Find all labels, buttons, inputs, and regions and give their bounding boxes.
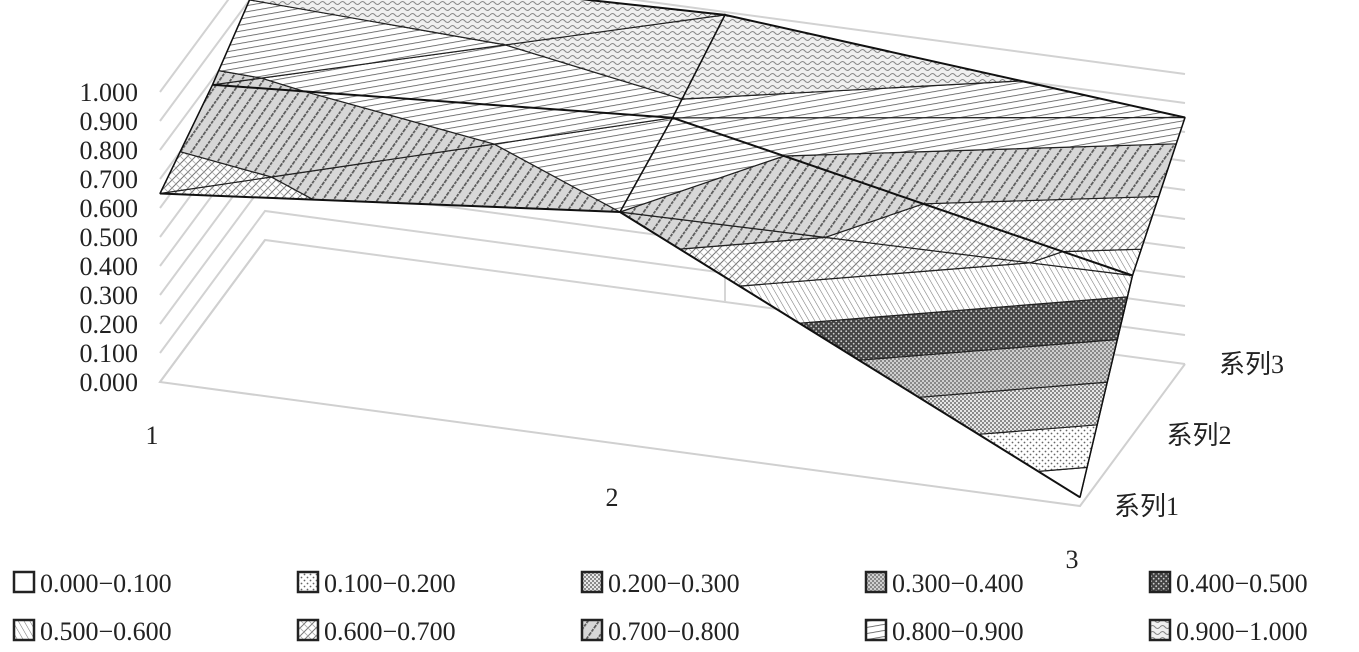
legend-swatch: [12, 618, 36, 642]
surface-band-0.800−0.900: [218, 0, 506, 79]
legend-item: 0.700−0.800: [580, 617, 740, 646]
legend-label: 0.100−0.200: [324, 569, 456, 598]
z-tick-label: 0.200: [80, 310, 139, 339]
legend-label: 0.900−1.000: [1176, 617, 1308, 646]
gridline: [159, 0, 1186, 93]
legend-label: 0.800−0.900: [892, 617, 1024, 646]
legend-swatch: [580, 618, 604, 642]
legend-label: 0.000−0.100: [40, 569, 172, 598]
legend-swatch: [864, 618, 888, 642]
floor-edge: [158, 239, 1186, 508]
legend-item: 0.400−0.500: [1148, 569, 1308, 598]
legend-item: 0.200−0.300: [580, 569, 740, 598]
legend-item: 0.900−1.000: [1148, 617, 1308, 646]
chart-axes: 0.0000.1000.2000.3000.4000.5000.6000.700…: [80, 78, 1285, 574]
legend-item: 0.000−0.100: [12, 569, 172, 598]
z-tick-label: 0.100: [80, 339, 139, 368]
legend-swatch: [1148, 618, 1172, 642]
legend-swatch: [296, 618, 320, 642]
category-line-3: [1079, 117, 1186, 498]
surface-mesh: [159, 0, 1186, 499]
legend-swatch: [1148, 570, 1172, 594]
z-tick-label: 0.400: [80, 252, 139, 281]
chart-legend: 0.000−0.100 0.100−0.200 0.200−0.300 0.300−0…: [12, 569, 1308, 646]
legend-item: 0.800−0.900: [864, 617, 1024, 646]
legend-label: 0.200−0.300: [608, 569, 740, 598]
z-tick-label: 0.500: [80, 223, 139, 252]
legend-swatch: [12, 570, 36, 594]
surface-band-0.000−0.100: [1037, 466, 1088, 498]
legend-swatch: [864, 570, 888, 594]
x-tick-label: 3: [1066, 545, 1079, 574]
surface-band-0.900−1.000: [249, 0, 726, 46]
x-tick-label: 2: [606, 483, 619, 512]
series-tick-label: 系列3: [1219, 350, 1284, 379]
legend-label: 0.300−0.400: [892, 569, 1024, 598]
z-tick-label: 1.000: [80, 78, 139, 107]
legend-label: 0.600−0.700: [324, 617, 456, 646]
legend-item: 0.600−0.700: [296, 617, 456, 646]
z-tick-label: 0.900: [80, 107, 139, 136]
legend-label: 0.700−0.800: [608, 617, 740, 646]
z-tick-label: 0.600: [80, 194, 139, 223]
series-tick-label: 系列1: [1114, 492, 1179, 521]
z-tick-label: 0.000: [80, 368, 139, 397]
z-tick-label: 0.700: [80, 165, 139, 194]
x-tick-label: 1: [146, 421, 159, 450]
legend-swatch: [580, 570, 604, 594]
z-tick-label: 0.800: [80, 136, 139, 165]
legend-label: 0.500−0.600: [40, 617, 172, 646]
legend-item: 0.500−0.600: [12, 617, 172, 646]
legend-item: 0.300−0.400: [864, 569, 1024, 598]
series-tick-label: 系列2: [1167, 421, 1232, 450]
z-tick-label: 0.300: [80, 281, 139, 310]
category-line-1: [159, 0, 251, 194]
category-line-2: [619, 14, 726, 213]
legend-label: 0.400−0.500: [1176, 569, 1308, 598]
legend-item: 0.100−0.200: [296, 569, 456, 598]
legend-swatch: [296, 570, 320, 594]
